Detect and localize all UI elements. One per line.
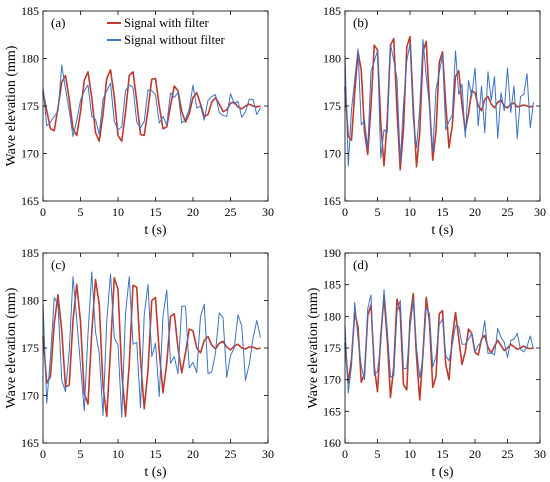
plot-frame — [344, 252, 541, 444]
y-tick-label: 165 — [21, 194, 39, 208]
y-tick-label: 170 — [21, 389, 39, 403]
x-tick-label: 25 — [225, 205, 237, 219]
x-tick-label: 25 — [225, 447, 237, 461]
x-tick-label: 15 — [437, 447, 449, 461]
x-tick-label: 0 — [342, 447, 348, 461]
y-tick-label: 165 — [21, 436, 39, 450]
x-tick-label: 20 — [187, 205, 199, 219]
x-tick-label: 0 — [40, 205, 46, 219]
y-tick-label: 170 — [323, 373, 341, 387]
y-tick-label: 190 — [323, 246, 341, 260]
x-tick-label: 20 — [187, 447, 199, 461]
series-line — [344, 35, 534, 171]
x-tick-label: 30 — [534, 205, 546, 219]
x-tick-label: 5 — [78, 447, 84, 461]
y-tick-label: 180 — [21, 52, 39, 66]
x-tick-label: 5 — [375, 205, 381, 219]
y-tick-label: 180 — [323, 52, 341, 66]
y-tick-label: 175 — [323, 341, 341, 355]
y-tick-label: 180 — [323, 309, 341, 323]
chart-panel: 0 5 10 15 20 25 30 165 170 175 180 185 t (s) Wave ele… — [4, 4, 274, 238]
y-axis-label: Wave elevation (mm) — [4, 45, 19, 166]
panel-label: (b) — [353, 15, 368, 30]
y-tick-label: 185 — [323, 4, 341, 18]
x-tick-label: 25 — [502, 205, 514, 219]
legend-label: Signal with filter — [124, 16, 210, 30]
y-tick-label: 185 — [323, 278, 341, 292]
series-line — [42, 64, 261, 137]
x-tick-label: 20 — [469, 205, 481, 219]
x-tick-label: 15 — [150, 205, 162, 219]
series-line — [42, 69, 261, 142]
x-tick-label: 15 — [150, 447, 162, 461]
x-tick-label: 25 — [502, 447, 514, 461]
y-tick-label: 175 — [323, 99, 341, 113]
x-tick-label: 30 — [534, 447, 546, 461]
x-tick-label: 15 — [437, 205, 449, 219]
series-line — [42, 271, 261, 418]
chart-panel: 0 5 10 15 20 25 30 165 170 175 180 185 t (s) Wave ele… — [4, 246, 274, 480]
y-axis-label: Wave elevation (mm) — [4, 287, 19, 408]
series-line — [344, 39, 534, 167]
y-axis-label: Wave elevation (mm) — [306, 287, 321, 408]
y-tick-label: 180 — [21, 294, 39, 308]
y-tick-label: 175 — [21, 341, 39, 355]
x-axis-label: t (s) — [144, 465, 167, 480]
series-line — [344, 289, 534, 394]
x-tick-label: 5 — [375, 447, 381, 461]
x-tick-label: 0 — [40, 447, 46, 461]
x-tick-label: 0 — [342, 205, 348, 219]
x-tick-label: 10 — [112, 447, 124, 461]
x-tick-label: 5 — [78, 205, 84, 219]
y-tick-label: 165 — [323, 404, 341, 418]
legend-label: Signal without filter — [124, 33, 226, 47]
y-tick-label: 185 — [21, 4, 39, 18]
x-tick-label: 10 — [112, 205, 124, 219]
y-tick-label: 175 — [21, 99, 39, 113]
x-axis-label: t (s) — [431, 223, 454, 238]
panel-label: (d) — [353, 257, 368, 272]
panel-label: (c) — [51, 257, 65, 272]
series-line — [344, 292, 534, 401]
panel-label: (a) — [51, 15, 65, 30]
x-tick-label: 30 — [262, 205, 274, 219]
chart-panel: 0 5 10 15 20 25 30 165 170 175 180 185 t (s) (b) — [323, 4, 546, 238]
chart-panel: 0 5 10 15 20 25 30 160 165 170 175 180 185 190 t (s) Wa… — [306, 246, 546, 480]
y-tick-label: 160 — [323, 436, 341, 450]
x-tick-label: 10 — [404, 205, 416, 219]
y-tick-label: 165 — [323, 194, 341, 208]
y-tick-label: 170 — [21, 147, 39, 161]
y-tick-label: 170 — [323, 147, 341, 161]
y-tick-label: 185 — [21, 246, 39, 260]
x-tick-label: 30 — [262, 447, 274, 461]
x-tick-label: 10 — [404, 447, 416, 461]
x-tick-label: 20 — [469, 447, 481, 461]
x-axis-label: t (s) — [431, 465, 454, 480]
x-axis-label: t (s) — [144, 223, 167, 238]
legend: Signal with filter Signal without filter — [107, 16, 226, 47]
